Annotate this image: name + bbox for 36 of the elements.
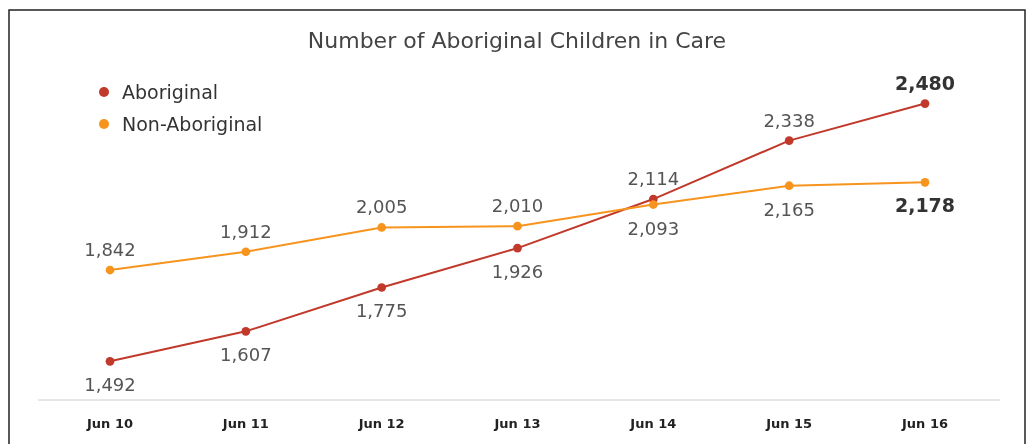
x-tick-label: Jun 13 <box>493 416 541 431</box>
data-label: 1,607 <box>220 344 272 366</box>
point <box>920 177 930 187</box>
point <box>105 356 115 366</box>
data-label: 2,338 <box>763 109 815 131</box>
data-label: 1,912 <box>220 220 272 242</box>
point <box>241 247 251 257</box>
x-tick-label: Jun 10 <box>86 416 133 431</box>
legend-label: Aboriginal <box>122 81 219 103</box>
data-label: 2,178 <box>894 194 956 217</box>
x-tick-label: Jun 16 <box>901 416 948 431</box>
data-label: 2,093 <box>627 217 680 239</box>
data-label: 1,492 <box>84 374 136 396</box>
point <box>377 283 387 292</box>
x-tick-label: Jun 11 <box>221 416 269 431</box>
data-label: 1,775 <box>355 300 408 322</box>
point <box>920 99 930 108</box>
data-label: 2,114 <box>627 168 680 190</box>
data-label: 2,010 <box>491 195 544 217</box>
chart-title: Number of Aboriginal Children in Care <box>307 28 727 53</box>
point <box>241 326 251 336</box>
data-label: 2,480 <box>894 71 956 94</box>
x-tick-label: Jun 15 <box>765 416 813 431</box>
x-tick-label: Jun 12 <box>357 416 405 431</box>
point <box>513 243 522 253</box>
data-label: 2,005 <box>355 196 408 218</box>
point <box>513 221 522 231</box>
data-label: 2,165 <box>763 198 815 220</box>
point <box>784 136 794 145</box>
data-label: 1,842 <box>84 239 136 261</box>
x-tick-label: Jun 14 <box>629 416 677 431</box>
legend-label: Non-Aboriginal <box>122 113 263 135</box>
data-label: 1,926 <box>491 261 544 283</box>
point <box>377 223 387 232</box>
point <box>648 200 658 209</box>
point <box>784 181 794 191</box>
